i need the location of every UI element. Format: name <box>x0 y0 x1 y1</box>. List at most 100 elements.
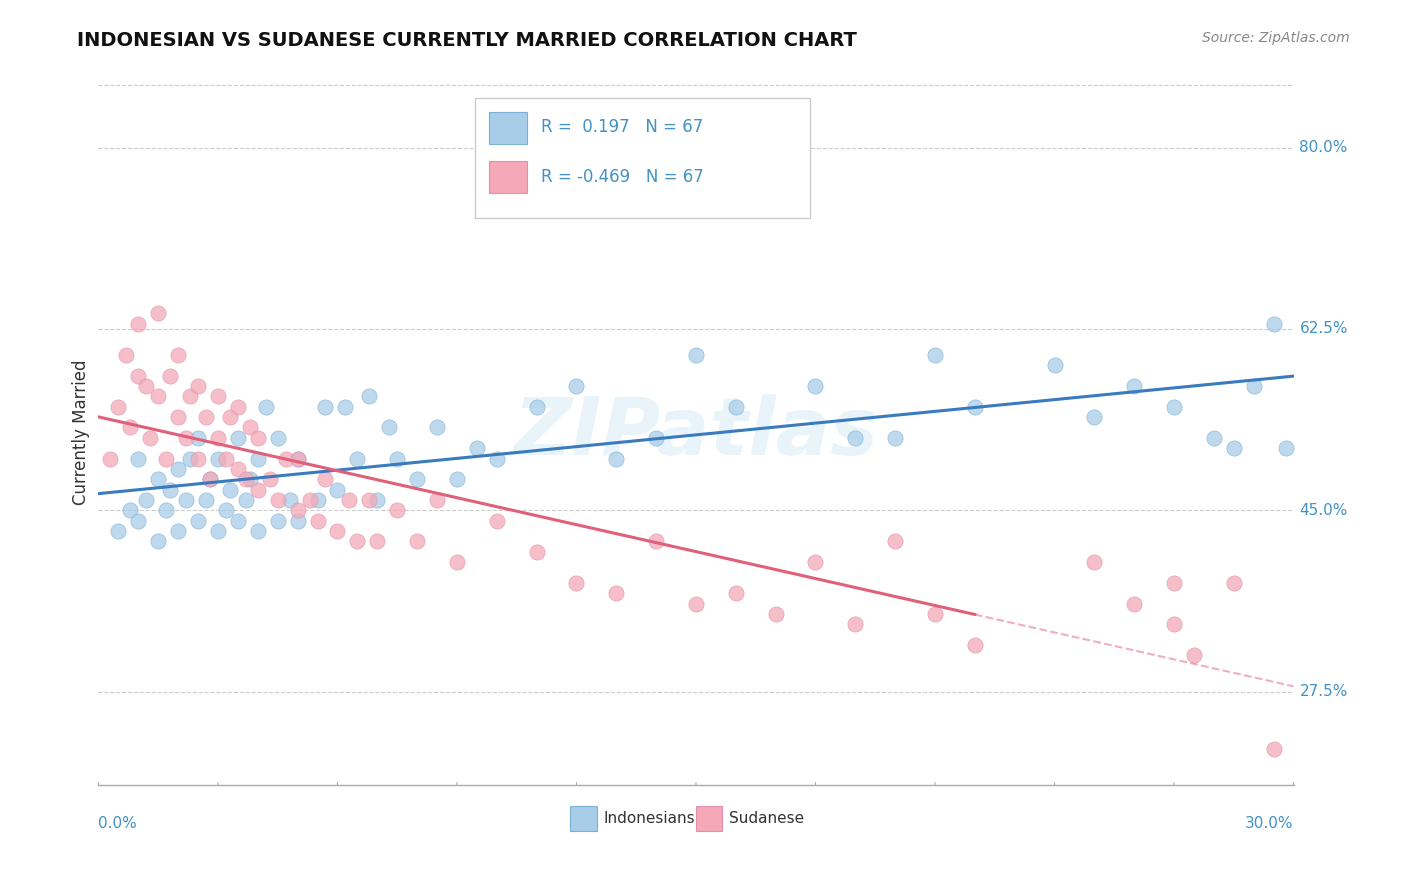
Point <box>326 483 349 497</box>
Point <box>267 493 290 508</box>
Text: 80.0%: 80.0% <box>1299 140 1348 155</box>
Point <box>219 410 242 425</box>
Point <box>1223 575 1246 590</box>
Point <box>645 431 668 445</box>
Point <box>335 400 357 414</box>
Point <box>645 534 668 549</box>
Point <box>148 306 170 320</box>
Point <box>287 451 309 466</box>
Point <box>685 348 707 362</box>
Bar <box>489 112 527 144</box>
Point <box>485 514 508 528</box>
Point <box>465 441 488 455</box>
Point <box>605 451 627 466</box>
Point <box>339 493 361 508</box>
Point <box>385 503 409 517</box>
Point <box>307 514 329 528</box>
Point <box>406 534 429 549</box>
Text: R =  0.197   N = 67: R = 0.197 N = 67 <box>541 119 703 136</box>
Point <box>1263 741 1285 756</box>
Point <box>254 400 277 414</box>
Point <box>155 451 177 466</box>
Point <box>315 472 337 486</box>
Point <box>844 431 866 445</box>
Text: 62.5%: 62.5% <box>1299 321 1348 336</box>
Point <box>1223 441 1246 455</box>
Point <box>155 503 177 517</box>
Point <box>298 493 321 508</box>
Point <box>135 379 157 393</box>
Point <box>1043 358 1066 372</box>
Bar <box>571 806 596 830</box>
Point <box>565 379 588 393</box>
Point <box>198 472 221 486</box>
Bar <box>489 161 527 193</box>
Point <box>884 431 907 445</box>
Point <box>235 472 257 486</box>
Y-axis label: Currently Married: Currently Married <box>72 359 90 506</box>
Text: INDONESIAN VS SUDANESE CURRENTLY MARRIED CORRELATION CHART: INDONESIAN VS SUDANESE CURRENTLY MARRIED… <box>77 31 858 50</box>
Point <box>115 348 138 362</box>
Point <box>287 503 309 517</box>
Text: Sudanese: Sudanese <box>730 812 804 826</box>
Point <box>207 524 229 538</box>
Point <box>346 534 368 549</box>
Point <box>685 597 707 611</box>
Point <box>765 607 787 621</box>
Point <box>1243 379 1265 393</box>
Point <box>924 607 946 621</box>
Point <box>179 389 201 403</box>
Point <box>148 389 170 403</box>
Point <box>526 400 548 414</box>
Point <box>267 431 290 445</box>
Point <box>326 524 349 538</box>
Point <box>207 431 229 445</box>
Point <box>159 483 181 497</box>
Point <box>359 389 381 403</box>
Point <box>446 472 468 486</box>
Point <box>98 451 122 466</box>
Point <box>120 503 142 517</box>
Point <box>426 420 449 434</box>
Point <box>1163 400 1185 414</box>
Text: 30.0%: 30.0% <box>1246 815 1294 830</box>
Bar <box>696 806 723 830</box>
Point <box>174 431 197 445</box>
Point <box>246 524 269 538</box>
Point <box>378 420 401 434</box>
Point <box>1263 317 1285 331</box>
Point <box>167 348 190 362</box>
Point <box>246 431 269 445</box>
Point <box>385 451 409 466</box>
Point <box>1202 431 1225 445</box>
Point <box>1163 617 1185 632</box>
Point <box>366 493 388 508</box>
Point <box>167 524 190 538</box>
Point <box>963 400 986 414</box>
Point <box>127 317 149 331</box>
Point <box>1123 379 1146 393</box>
Point <box>287 514 309 528</box>
Point <box>1083 410 1105 425</box>
Point <box>1123 597 1146 611</box>
Text: ZIPatlas: ZIPatlas <box>513 393 879 472</box>
Point <box>267 514 290 528</box>
FancyBboxPatch shape <box>475 98 810 218</box>
Point <box>346 451 368 466</box>
Point <box>274 451 297 466</box>
Point <box>215 451 238 466</box>
Point <box>239 420 262 434</box>
Point <box>107 400 129 414</box>
Point <box>226 400 249 414</box>
Point <box>226 462 249 476</box>
Point <box>844 617 866 632</box>
Point <box>174 493 197 508</box>
Point <box>924 348 946 362</box>
Point <box>135 493 157 508</box>
Point <box>167 462 190 476</box>
Point <box>1163 575 1185 590</box>
Point <box>127 514 149 528</box>
Point <box>605 586 627 600</box>
Point <box>226 514 249 528</box>
Point <box>724 400 747 414</box>
